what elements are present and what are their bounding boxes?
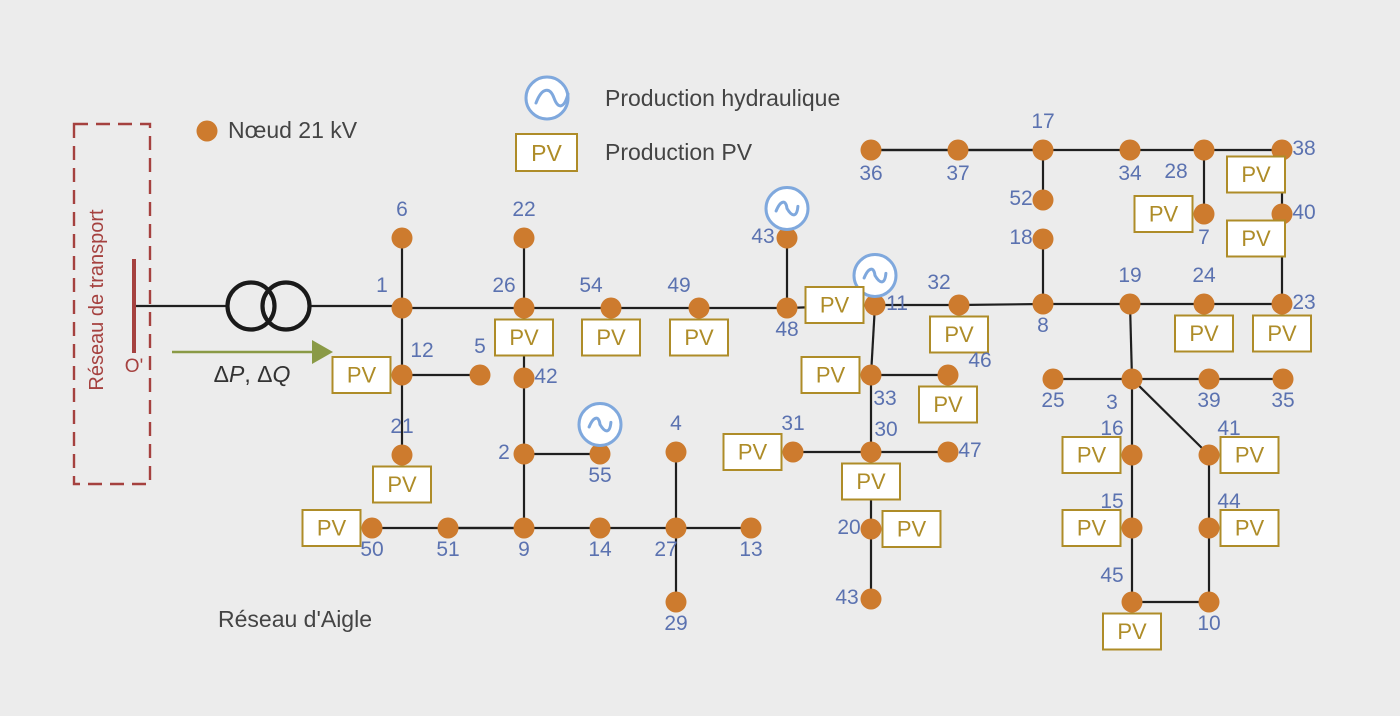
svg-text:22: 22 <box>512 198 535 221</box>
svg-text:PV: PV <box>1267 321 1297 346</box>
svg-text:PV: PV <box>1241 162 1271 187</box>
svg-text:29: 29 <box>664 612 687 635</box>
svg-text:Réseau d'Aigle: Réseau d'Aigle <box>218 606 372 632</box>
svg-text:48: 48 <box>775 318 798 341</box>
svg-text:50: 50 <box>360 538 383 561</box>
svg-text:Nœud 21 kV: Nœud 21 kV <box>228 117 358 143</box>
svg-text:6: 6 <box>396 198 408 221</box>
svg-text:46: 46 <box>968 349 991 372</box>
svg-text:PV: PV <box>347 363 377 388</box>
svg-text:Production PV: Production PV <box>605 139 753 165</box>
svg-text:12: 12 <box>410 339 433 362</box>
svg-text:PV: PV <box>1149 202 1179 227</box>
svg-text:35: 35 <box>1271 389 1294 412</box>
svg-text:PV: PV <box>738 440 768 465</box>
svg-text:7: 7 <box>1198 226 1210 249</box>
svg-text:PV: PV <box>1235 443 1265 468</box>
svg-text:30: 30 <box>874 418 897 441</box>
svg-text:PV: PV <box>933 392 963 417</box>
svg-text:15: 15 <box>1100 490 1123 513</box>
svg-text:5: 5 <box>474 335 486 358</box>
svg-text:Réseau de transport: Réseau de transport <box>86 209 108 391</box>
svg-text:44: 44 <box>1217 490 1241 513</box>
svg-text:41: 41 <box>1217 417 1240 440</box>
svg-text:47: 47 <box>958 439 981 462</box>
svg-text:10: 10 <box>1197 612 1220 635</box>
svg-text:52: 52 <box>1009 187 1032 210</box>
svg-text:33: 33 <box>873 387 896 410</box>
svg-text:PV: PV <box>1241 226 1271 251</box>
svg-text:55: 55 <box>588 464 611 487</box>
svg-text:42: 42 <box>534 365 557 388</box>
svg-text:32: 32 <box>927 271 950 294</box>
svg-text:19: 19 <box>1118 264 1141 287</box>
svg-text:PV: PV <box>1077 516 1107 541</box>
svg-text:16: 16 <box>1100 417 1123 440</box>
svg-text:PV: PV <box>596 325 626 350</box>
svg-text:8: 8 <box>1037 314 1049 337</box>
svg-text:PV: PV <box>1235 516 1265 541</box>
svg-text:39: 39 <box>1197 389 1220 412</box>
svg-text:PV: PV <box>531 140 562 166</box>
svg-text:ΔP, ΔQ: ΔP, ΔQ <box>214 361 291 387</box>
svg-text:36: 36 <box>859 162 882 185</box>
svg-text:2: 2 <box>498 441 510 464</box>
svg-text:PV: PV <box>1077 443 1107 468</box>
svg-text:28: 28 <box>1164 160 1187 183</box>
svg-text:27: 27 <box>654 538 677 561</box>
svg-text:40: 40 <box>1292 201 1315 224</box>
svg-text:3: 3 <box>1106 391 1118 414</box>
svg-text:43: 43 <box>835 586 858 609</box>
svg-text:PV: PV <box>1189 321 1219 346</box>
svg-text:PV: PV <box>944 322 974 347</box>
svg-text:PV: PV <box>897 517 927 542</box>
svg-text:31: 31 <box>781 412 804 435</box>
svg-text:PV: PV <box>816 363 846 388</box>
svg-text:25: 25 <box>1041 389 1064 412</box>
svg-text:18: 18 <box>1009 226 1032 249</box>
svg-text:49: 49 <box>667 274 690 297</box>
svg-text:14: 14 <box>588 538 612 561</box>
svg-text:O': O' <box>125 356 143 377</box>
svg-text:23: 23 <box>1292 291 1315 314</box>
svg-text:PV: PV <box>820 293 850 318</box>
svg-text:24: 24 <box>1192 264 1216 287</box>
svg-text:Production hydraulique: Production hydraulique <box>605 85 840 111</box>
svg-text:43: 43 <box>751 225 774 248</box>
svg-text:51: 51 <box>436 538 459 561</box>
svg-text:54: 54 <box>579 274 603 297</box>
svg-text:45: 45 <box>1100 564 1123 587</box>
svg-text:26: 26 <box>492 274 515 297</box>
svg-text:17: 17 <box>1031 110 1054 133</box>
svg-text:20: 20 <box>837 516 860 539</box>
svg-text:9: 9 <box>518 538 530 561</box>
svg-text:PV: PV <box>1117 619 1147 644</box>
svg-text:PV: PV <box>856 469 886 494</box>
svg-text:37: 37 <box>946 162 969 185</box>
svg-text:1: 1 <box>376 274 388 297</box>
svg-text:34: 34 <box>1118 162 1142 185</box>
svg-text:11: 11 <box>886 292 908 315</box>
svg-text:4: 4 <box>670 412 682 435</box>
svg-text:21: 21 <box>390 415 413 438</box>
svg-text:PV: PV <box>317 516 347 541</box>
svg-text:38: 38 <box>1292 137 1315 160</box>
svg-text:13: 13 <box>739 538 762 561</box>
svg-text:PV: PV <box>509 325 539 350</box>
svg-text:PV: PV <box>684 325 714 350</box>
svg-text:PV: PV <box>387 472 417 497</box>
